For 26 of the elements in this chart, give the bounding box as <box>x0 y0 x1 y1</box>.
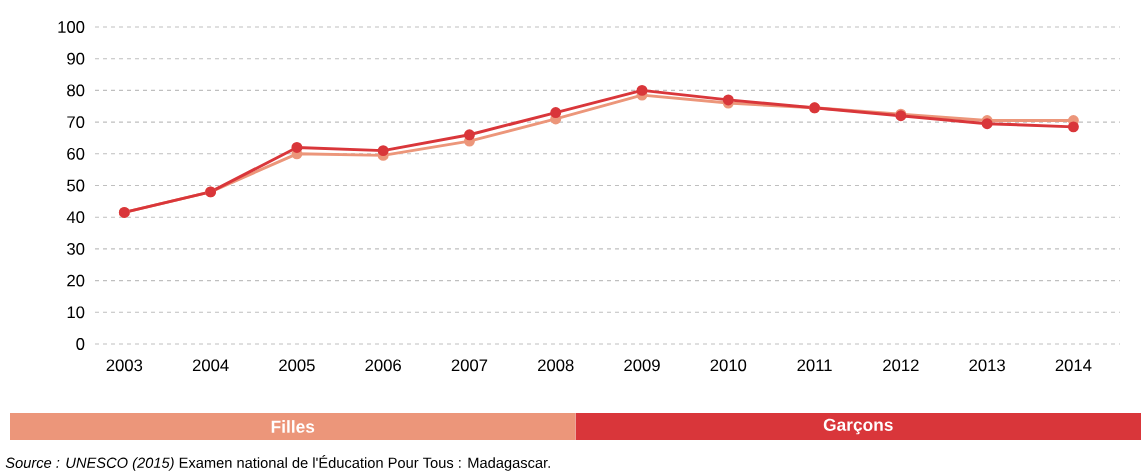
x-tick-label: 2013 <box>969 359 1005 372</box>
y-tick-label: 100 <box>58 21 85 33</box>
text: Source : UNESCO (2015) Examen national de l'Éducation Pour Tous : Madagascar. <box>5 455 550 471</box>
y-tick-label: 10 <box>67 306 85 319</box>
x-tick-label: 2008 <box>538 359 574 372</box>
y-tick-label: 0 <box>76 338 85 350</box>
y-tick-label: 90 <box>67 52 85 65</box>
x-tick-label: 2007 <box>451 359 488 372</box>
x-tick-label: 2003 <box>106 359 143 372</box>
text: Filles <box>271 420 315 433</box>
x-tick-label: 2006 <box>365 359 401 372</box>
y-tick-label: 70 <box>67 116 85 128</box>
text: Garçons <box>823 418 893 435</box>
y-tick-label: 30 <box>67 243 85 255</box>
y-tick-label: 20 <box>67 274 85 287</box>
x-tick-label: 2010 <box>710 359 747 372</box>
y-tick-label: 40 <box>66 211 85 224</box>
x-tick-label: 2004 <box>192 359 229 372</box>
x-tick-label: 2014 <box>1055 359 1092 372</box>
x-tick-label: 2005 <box>279 359 315 372</box>
x-tick-label: 2011 <box>797 359 832 372</box>
y-tick-label: 80 <box>67 84 85 97</box>
x-tick-label: 2009 <box>624 359 660 372</box>
y-tick-label: 60 <box>67 147 85 160</box>
x-tick-label: 2012 <box>883 359 919 372</box>
y-tick-label: 50 <box>67 179 85 192</box>
